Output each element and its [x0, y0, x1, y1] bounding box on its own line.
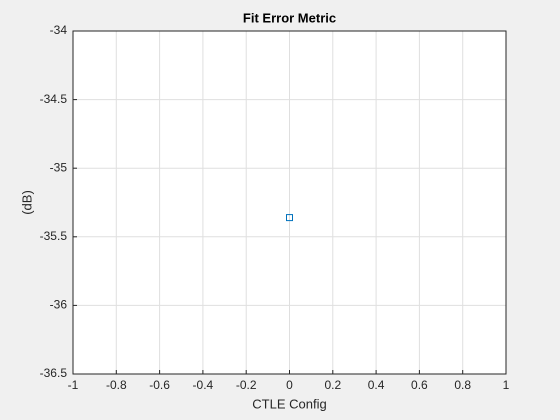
y-axis-label: (dB): [19, 190, 34, 215]
y-tick-label: -34.5: [40, 92, 68, 106]
x-tick-label: 0.2: [324, 378, 341, 392]
x-axis-label: CTLE Config: [252, 396, 326, 411]
y-tick-label: -35.5: [40, 229, 68, 243]
y-tick-label: -35: [50, 160, 68, 174]
y-tick-label: -36.5: [40, 366, 68, 380]
x-tick-label: 0.4: [368, 378, 385, 392]
x-tick-label: 0.6: [411, 378, 428, 392]
x-tick-label: 0: [286, 378, 293, 392]
y-tick-label: -36: [50, 298, 68, 312]
marker: [286, 214, 293, 222]
x-tick-label: -0.4: [193, 378, 214, 392]
x-tick-label: -1: [68, 378, 79, 392]
y-tick-label: -34: [50, 23, 68, 37]
chart-title: Fit Error Metric: [243, 10, 336, 25]
x-tick-label: 0.8: [454, 378, 471, 392]
x-tick-label: -0.2: [236, 378, 257, 392]
x-tick-label: -0.6: [149, 378, 170, 392]
x-tick-label: 1: [503, 378, 510, 392]
x-tick-label: -0.8: [106, 378, 127, 392]
axes-box: [72, 30, 507, 375]
